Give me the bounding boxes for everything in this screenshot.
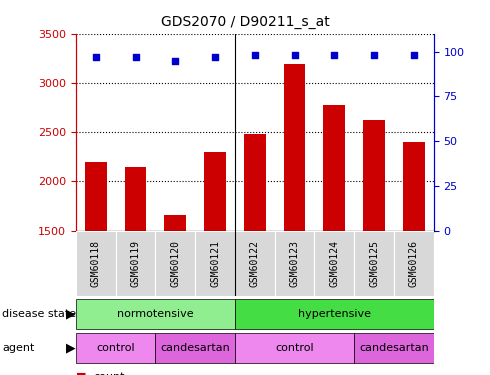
Bar bbox=[76, 333, 155, 363]
Text: control: control bbox=[97, 343, 135, 353]
Text: candesartan: candesartan bbox=[160, 343, 230, 353]
Bar bbox=[354, 333, 434, 363]
Bar bbox=[275, 231, 315, 296]
Text: agent: agent bbox=[2, 343, 35, 353]
Text: GSM60123: GSM60123 bbox=[290, 240, 299, 287]
Bar bbox=[76, 231, 116, 296]
Text: GSM60126: GSM60126 bbox=[409, 240, 419, 287]
Text: ▶: ▶ bbox=[66, 308, 76, 321]
Text: candesartan: candesartan bbox=[359, 343, 429, 353]
Text: GSM60124: GSM60124 bbox=[329, 240, 339, 287]
Text: GSM60125: GSM60125 bbox=[369, 240, 379, 287]
Bar bbox=[235, 231, 275, 296]
Bar bbox=[244, 134, 266, 375]
Bar bbox=[354, 231, 394, 296]
Bar bbox=[235, 333, 354, 363]
Text: GSM60119: GSM60119 bbox=[130, 240, 141, 287]
Bar bbox=[116, 231, 155, 296]
Bar bbox=[195, 231, 235, 296]
Point bbox=[251, 52, 259, 58]
Bar bbox=[85, 162, 107, 375]
Bar bbox=[394, 231, 434, 296]
Text: GSM60122: GSM60122 bbox=[250, 240, 260, 287]
Text: control: control bbox=[275, 343, 314, 353]
Text: ▶: ▶ bbox=[66, 341, 76, 354]
Text: disease state: disease state bbox=[2, 309, 76, 319]
Bar bbox=[124, 166, 147, 375]
Bar bbox=[155, 333, 235, 363]
Text: GSM60118: GSM60118 bbox=[91, 240, 101, 287]
Text: hypertensive: hypertensive bbox=[298, 309, 371, 319]
Bar bbox=[284, 64, 305, 375]
Point bbox=[370, 52, 378, 58]
Text: GDS2070 / D90211_s_at: GDS2070 / D90211_s_at bbox=[161, 15, 329, 29]
Bar bbox=[315, 231, 354, 296]
Point bbox=[211, 54, 219, 60]
Bar bbox=[235, 299, 434, 329]
Point bbox=[132, 54, 140, 60]
Text: count: count bbox=[93, 372, 124, 375]
Bar bbox=[323, 105, 345, 375]
Bar bbox=[363, 120, 385, 375]
Bar bbox=[155, 231, 195, 296]
Text: ■: ■ bbox=[76, 372, 86, 375]
Point bbox=[410, 52, 417, 58]
Bar bbox=[403, 142, 425, 375]
Point bbox=[291, 52, 298, 58]
Text: GSM60120: GSM60120 bbox=[171, 240, 180, 287]
Bar bbox=[76, 299, 235, 329]
Point bbox=[330, 52, 338, 58]
Text: normotensive: normotensive bbox=[117, 309, 194, 319]
Text: GSM60121: GSM60121 bbox=[210, 240, 220, 287]
Point bbox=[172, 58, 179, 64]
Bar bbox=[164, 215, 186, 375]
Point bbox=[92, 54, 100, 60]
Bar bbox=[204, 152, 226, 375]
